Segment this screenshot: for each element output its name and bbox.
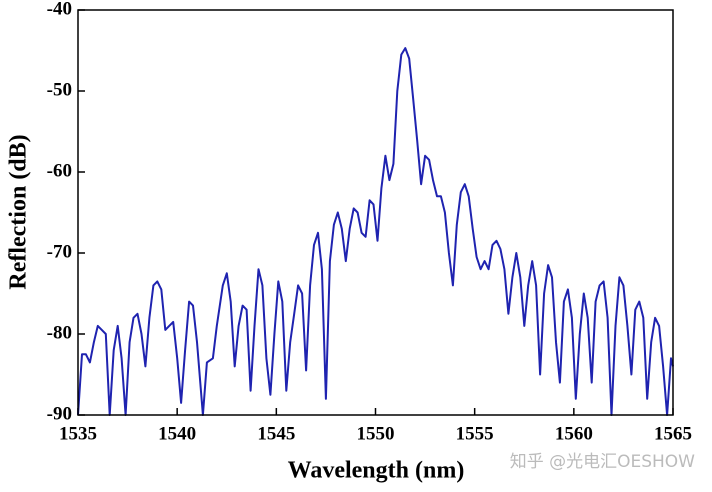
y-tick-label: -40 — [47, 0, 72, 19]
x-tick-label: 1550 — [357, 423, 395, 444]
y-tick-label: -60 — [47, 160, 72, 181]
x-axis-label: Wavelength (nm) — [288, 458, 465, 484]
plot-frame — [77, 9, 674, 416]
watermark: 知乎 @光电汇OESHOW — [510, 452, 695, 472]
spectrum-line — [77, 47, 674, 416]
x-tick-label: 1540 — [158, 423, 196, 444]
y-axis-label: Reflection (dB) — [6, 134, 32, 289]
y-tick-label: -90 — [47, 403, 72, 424]
y-tick-label: -80 — [47, 322, 72, 343]
x-tick-label: 1555 — [456, 423, 494, 444]
x-tick-label: 1560 — [555, 423, 593, 444]
x-tick-label: 1545 — [257, 423, 295, 444]
x-tick-label: 1535 — [59, 423, 97, 444]
y-tick-label: -70 — [47, 241, 72, 262]
y-tick-label: -50 — [47, 79, 72, 100]
x-tick-label: 1565 — [654, 423, 692, 444]
